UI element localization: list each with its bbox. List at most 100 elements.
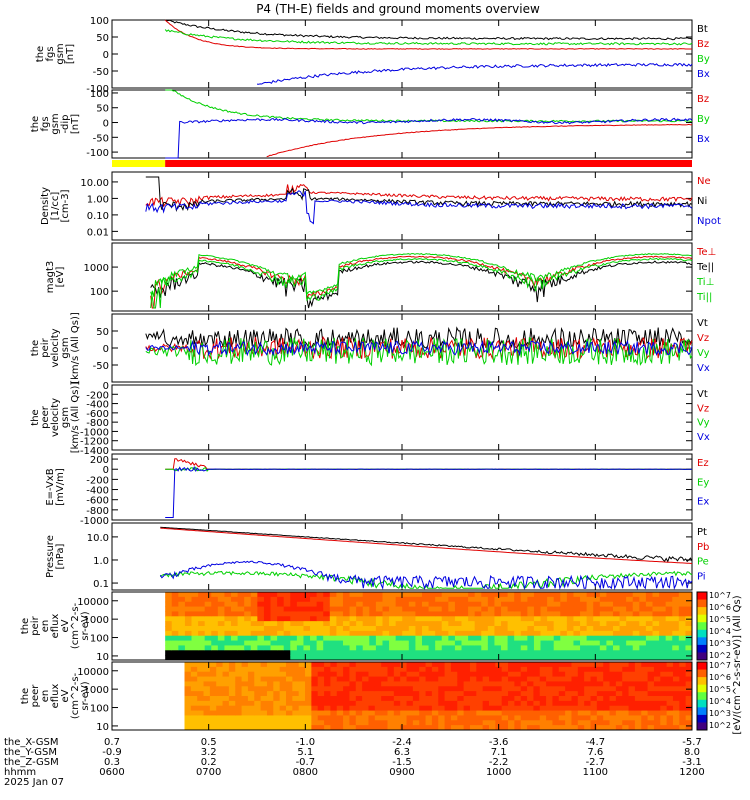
heatmap-cell xyxy=(652,601,660,608)
heatmap-cell xyxy=(659,626,667,632)
heatmap-cell xyxy=(435,596,443,603)
heatmap-cell xyxy=(231,640,239,646)
heatmap-cell xyxy=(645,640,653,646)
heatmap-cell xyxy=(241,681,249,687)
heatmap-cell xyxy=(533,700,541,707)
heatmap-cell xyxy=(362,630,370,637)
heatmap-cell xyxy=(628,676,636,682)
heatmap-cell xyxy=(590,715,598,721)
heatmap-cell xyxy=(389,621,397,627)
heatmap-cell xyxy=(203,715,211,721)
heatmap-cell xyxy=(461,626,469,632)
heatmap-cell xyxy=(425,720,433,726)
heatmap-cell xyxy=(165,630,173,637)
heatmap-cell xyxy=(336,691,344,697)
heatmap-cell xyxy=(389,606,397,612)
y-tick-label: 50 xyxy=(96,104,109,115)
heatmap-cell xyxy=(406,700,414,707)
heatmap-cell xyxy=(217,592,225,598)
heatmap-cell xyxy=(349,596,357,603)
heatmap-cell xyxy=(349,700,357,707)
heatmap-cell xyxy=(639,616,647,622)
series-line-By xyxy=(165,89,693,123)
heatmap-cell xyxy=(336,645,344,651)
heatmap-cell xyxy=(235,725,243,731)
heatmap-cell xyxy=(577,671,585,678)
heatmap-cell xyxy=(419,705,427,712)
time-row-label: the_Y-GSM xyxy=(4,747,57,758)
heatmap-cell xyxy=(476,696,484,702)
heatmap-cell xyxy=(457,691,465,697)
heatmap-cell xyxy=(235,720,243,726)
heatmap-cell xyxy=(362,681,369,687)
heatmap-cell xyxy=(514,705,522,712)
heatmap-cell xyxy=(438,715,446,721)
heatmap-cell xyxy=(311,700,319,707)
heatmap-cell xyxy=(639,611,647,617)
heatmap-cell xyxy=(679,671,687,678)
heatmap-cell xyxy=(217,601,225,608)
heatmap-cell xyxy=(615,700,623,707)
heatmap-cell xyxy=(660,725,668,731)
heatmap-cell xyxy=(250,596,258,603)
heatmap-cell xyxy=(257,655,265,661)
heatmap-cell xyxy=(382,645,390,651)
heatmap-cell xyxy=(362,676,369,682)
heatmap-cell xyxy=(634,681,642,687)
heatmap-cell xyxy=(540,645,548,651)
heatmap-cell xyxy=(270,645,278,651)
heatmap-cell xyxy=(482,705,490,712)
heatmap-cell xyxy=(324,691,331,697)
heatmap-cell xyxy=(216,725,224,731)
heatmap-cell xyxy=(244,645,252,651)
heatmap-cell xyxy=(406,696,414,702)
heatmap-cell xyxy=(461,645,469,651)
heatmap-cell xyxy=(454,596,463,603)
heatmap-cell xyxy=(324,715,331,721)
heatmap-cell xyxy=(425,686,433,692)
heatmap-cell xyxy=(402,626,410,632)
heatmap-cell xyxy=(482,686,490,692)
heatmap-cell xyxy=(622,662,630,668)
heatmap-cell xyxy=(435,655,443,661)
heatmap-cell xyxy=(317,666,325,673)
heatmap-cell xyxy=(586,630,594,637)
colorbar-tick-label: 10^6 xyxy=(709,673,731,682)
y-axis-label-line: peir xyxy=(30,615,41,635)
heatmap-cell xyxy=(441,616,449,622)
heatmap-cell xyxy=(448,635,456,642)
heatmap-cell xyxy=(639,596,647,603)
heatmap-cell xyxy=(612,616,621,622)
heatmap-cell xyxy=(402,592,410,598)
heatmap-cell xyxy=(336,611,344,617)
heatmap-cell xyxy=(507,606,515,612)
heatmap-cell xyxy=(615,705,623,712)
heatmap-cell xyxy=(632,592,640,598)
heatmap-cell xyxy=(292,662,300,668)
heatmap-cell xyxy=(389,640,397,646)
heatmap-cell xyxy=(527,616,535,622)
heatmap-cell xyxy=(653,705,661,712)
heatmap-cell xyxy=(368,686,376,692)
heatmap-cell xyxy=(330,691,338,697)
heatmap-cell xyxy=(474,606,482,612)
heatmap-cell xyxy=(317,696,325,702)
heatmap-cell xyxy=(639,601,647,608)
heatmap-cell xyxy=(317,715,325,721)
heatmap-cell xyxy=(311,662,319,668)
heatmap-cell xyxy=(586,655,594,661)
heatmap-cell xyxy=(303,630,311,637)
heatmap-cell xyxy=(593,621,601,627)
heatmap-cell xyxy=(369,606,377,612)
heatmap-cell xyxy=(596,720,604,726)
heatmap-cell xyxy=(277,611,285,617)
heatmap-cell xyxy=(487,616,495,622)
heatmap-cell xyxy=(435,626,443,632)
heatmap-cell xyxy=(619,645,627,651)
heatmap-cell xyxy=(679,681,687,687)
heatmap-cell xyxy=(626,611,634,617)
heatmap-cell xyxy=(191,611,199,617)
heatmap-cell xyxy=(454,611,463,617)
heatmap-cell xyxy=(546,662,553,668)
heatmap-cell xyxy=(609,666,617,673)
